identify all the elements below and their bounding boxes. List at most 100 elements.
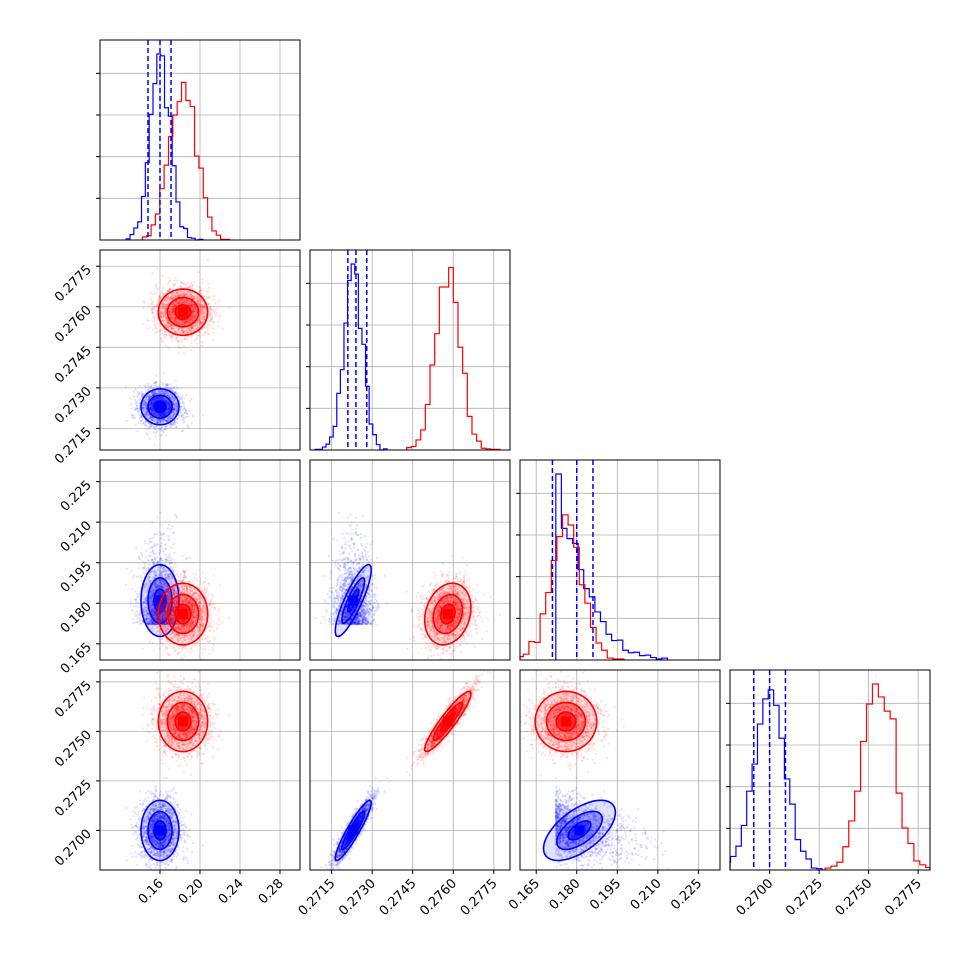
sample-point: [163, 427, 167, 431]
sample-point: [150, 409, 153, 413]
sample-point: [171, 304, 174, 307]
sample-point: [144, 420, 147, 423]
sample-point: [134, 416, 137, 420]
sample-point: [141, 555, 144, 558]
sample-point: [200, 281, 204, 284]
sample-point: [186, 328, 189, 331]
sample-point: [166, 403, 169, 406]
sample-point: [201, 318, 205, 321]
panel-content: [125, 258, 231, 446]
sample-point: [152, 409, 155, 413]
sample-point: [185, 338, 188, 341]
sample-point: [149, 394, 152, 397]
sample-point: [172, 398, 175, 401]
sample-point: [165, 400, 168, 403]
sample-point: [181, 302, 184, 305]
sample-point: [208, 301, 211, 305]
sample-point: [162, 371, 165, 374]
sample-point: [145, 402, 148, 405]
sample-point: [191, 315, 194, 318]
sample-point: [168, 405, 171, 408]
sample-point: [174, 295, 177, 298]
sample-point: [141, 392, 144, 395]
sample-point: [182, 352, 186, 355]
sample-point: [206, 302, 210, 305]
sample-point: [186, 412, 189, 415]
sample-point: [151, 409, 154, 413]
sample-point: [186, 281, 190, 284]
sample-point: [159, 413, 162, 416]
sample-point: [150, 407, 153, 410]
sample-point: [159, 434, 163, 437]
sample-point: [150, 406, 153, 410]
sample-point: [188, 322, 192, 325]
sample-point: [173, 304, 176, 307]
sample-point: [168, 426, 171, 429]
sample-point: [161, 414, 165, 418]
sample-point: [192, 297, 195, 300]
sample-point: [188, 328, 191, 331]
sample-point: [163, 419, 166, 422]
sample-point: [160, 392, 164, 395]
sample-point: [134, 407, 138, 411]
sample-point: [191, 303, 195, 306]
sample-point: [167, 295, 170, 298]
sample-point: [191, 310, 194, 313]
sample-point: [183, 337, 186, 340]
sample-point: [162, 413, 166, 416]
sample-point: [151, 408, 154, 411]
sample-point: [172, 402, 175, 405]
sample-point: [163, 411, 167, 415]
sample-point: [175, 404, 178, 407]
sample-point: [153, 390, 156, 393]
sample-point: [172, 408, 175, 412]
sample-point: [164, 424, 167, 428]
sample-point: [153, 398, 156, 401]
sample-point: [161, 420, 164, 423]
sample-point: [172, 397, 175, 400]
sample-point: [186, 424, 189, 427]
sample-point: [135, 395, 139, 398]
sample-point: [176, 405, 179, 408]
sample-point: [164, 400, 168, 403]
sample-point: [169, 417, 172, 420]
sample-point: [204, 324, 207, 327]
sample-point: [170, 396, 173, 400]
sample-point: [159, 413, 162, 416]
sample-point: [175, 393, 179, 396]
sample-point: [151, 410, 154, 414]
sample-point: [166, 419, 169, 422]
sample-point: [177, 293, 180, 296]
sample-point: [201, 306, 204, 309]
sample-point: [190, 295, 193, 298]
sample-point: [188, 409, 191, 412]
sample-point: [150, 402, 153, 405]
sample-point: [208, 314, 211, 317]
sample-point: [185, 298, 189, 301]
sample-point: [172, 404, 176, 407]
hist-panel-2: [516, 459, 721, 661]
sample-point: [168, 405, 171, 408]
sample-point: [171, 318, 174, 321]
sample-point: [160, 313, 163, 316]
sample-point: [162, 431, 165, 434]
sample-point: [165, 299, 169, 302]
sample-point: [199, 310, 202, 313]
sample-point: [158, 395, 162, 399]
sample-point: [167, 408, 170, 411]
sample-point: [155, 428, 158, 431]
sample-point: [154, 397, 157, 400]
sample-point: [169, 313, 172, 316]
sample-point: [212, 332, 215, 335]
sample-point: [201, 300, 204, 303]
sample-point: [149, 407, 152, 410]
sample-point: [158, 413, 161, 416]
sample-point: [179, 405, 183, 408]
sample-point: [138, 414, 142, 417]
sample-point: [163, 305, 166, 309]
sample-point: [163, 418, 166, 421]
sample-point: [160, 395, 163, 399]
sample-point: [152, 401, 155, 404]
sample-point: [144, 403, 148, 406]
sample-point: [158, 392, 162, 395]
